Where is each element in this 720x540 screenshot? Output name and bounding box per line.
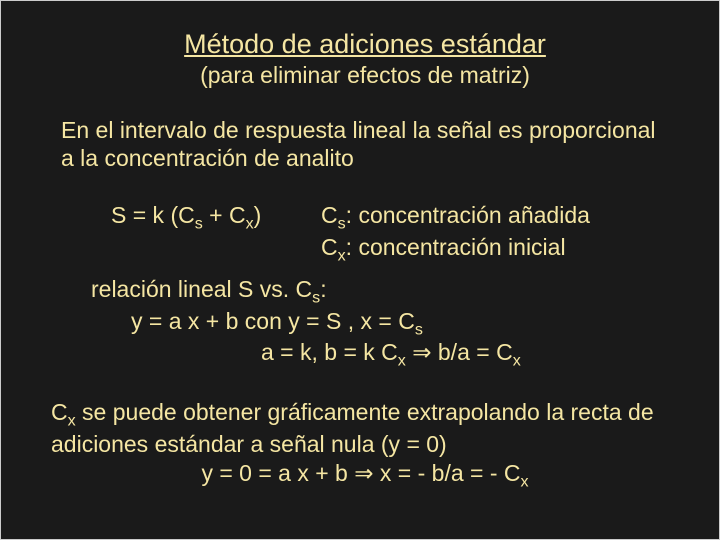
subscript-x: x: [68, 411, 76, 429]
concl-eq-part: y = 0 = a x + b ⇒ x = - b/a = - C: [201, 460, 520, 486]
subscript-x: x: [246, 215, 254, 233]
concl-part: C: [51, 399, 68, 425]
slide-title: Método de adiciones estándar: [61, 29, 669, 60]
concl-part: se puede obtener gráficamente extrapolan…: [51, 399, 654, 457]
formula-part: ): [254, 202, 262, 228]
formula-row: S = k (Cs + Cx) Cs: concentración añadid…: [61, 202, 669, 266]
relation-part: relación lineal S vs. C: [91, 276, 312, 302]
subscript-x: x: [521, 473, 529, 491]
def-cx: Cx: concentración inicial: [321, 234, 590, 266]
relation-part: :: [320, 276, 326, 302]
subscript-x: x: [338, 247, 346, 265]
subscript-s: s: [415, 320, 423, 338]
subscript-s: s: [312, 289, 320, 307]
def-part: C: [321, 202, 338, 228]
def-part: C: [321, 234, 338, 260]
conclusion-text: Cx se puede obtener gráficamente extrapo…: [51, 399, 669, 459]
conclusion-equation: y = 0 = a x + b ⇒ x = - b/a = - Cx: [61, 460, 669, 492]
def-part: : concentración añadida: [346, 202, 590, 228]
subscript-s: s: [338, 215, 346, 233]
formula-part: + C: [203, 202, 246, 228]
eq-part: ⇒ b/a = C: [406, 339, 513, 365]
subscript-s: s: [195, 215, 203, 233]
def-part: : concentración inicial: [346, 234, 566, 260]
equation-1: y = a x + b con y = S , x = Cs: [131, 308, 669, 340]
definitions: Cs: concentración añadida Cx: concentrac…: [321, 202, 590, 266]
equation-2: a = k, b = k Cx ⇒ b/a = Cx: [261, 339, 669, 371]
subscript-x: x: [513, 352, 521, 370]
def-cs: Cs: concentración añadida: [321, 202, 590, 234]
main-formula: S = k (Cs + Cx): [111, 202, 321, 266]
eq-part: a = k, b = k C: [261, 339, 398, 365]
intro-text: En el intervalo de respuesta lineal la s…: [61, 117, 669, 172]
slide-frame: Método de adiciones estándar (para elimi…: [0, 0, 720, 540]
formula-part: S = k (C: [111, 202, 195, 228]
eq-part: y = a x + b con y = S , x = C: [131, 308, 415, 334]
relation-text: relación lineal S vs. Cs:: [91, 276, 669, 308]
slide-subtitle: (para eliminar efectos de matriz): [61, 62, 669, 89]
subscript-x: x: [398, 352, 406, 370]
